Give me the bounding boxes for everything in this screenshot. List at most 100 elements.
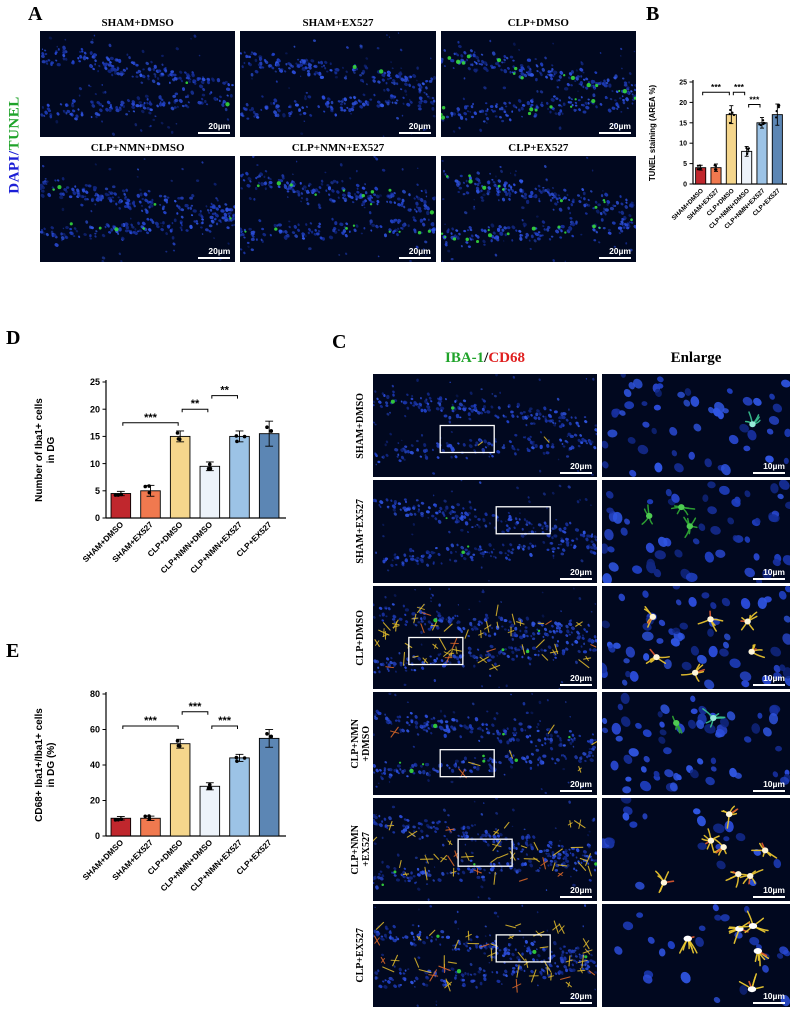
svg-text:0: 0 <box>95 513 100 523</box>
svg-text:Number of Iba1+ cells: Number of Iba1+ cells <box>34 398 45 502</box>
scale-text: 10µm <box>763 673 785 683</box>
scale-bar: 10µm <box>753 673 785 686</box>
panel-a-image-grid: SHAM+DMSO 20µm SHAM+EX527 20µm CLP+DMSO … <box>40 16 636 262</box>
scale-text: 20µm <box>208 121 231 131</box>
scale-bar: 20µm <box>560 461 592 474</box>
scale-text: 20µm <box>570 461 592 471</box>
svg-text:5: 5 <box>683 161 687 168</box>
svg-text:in DG: in DG <box>46 436 57 463</box>
panel-e-letter: E <box>6 640 20 662</box>
scale-bar: 20µm <box>560 991 592 1004</box>
svg-text:25: 25 <box>90 377 100 387</box>
cd68-label: CD68 <box>488 350 525 366</box>
image-title: CLP+NMN+EX527 <box>291 142 385 154</box>
panel-c-enlarge-header: Enlarge <box>670 350 722 366</box>
svg-text:60: 60 <box>90 725 100 735</box>
svg-text:TUNEL staining (AREA %): TUNEL staining (AREA %) <box>648 85 657 182</box>
dapi-label: DAPI <box>6 155 23 194</box>
svg-text:CLP+NMN+DMSO: CLP+NMN+DMSO <box>159 520 215 576</box>
svg-text:***: *** <box>144 412 158 424</box>
micrograph-dapi-tunel-sham-dmso: 20µm <box>40 31 236 137</box>
scale-text: 10µm <box>763 461 785 471</box>
panel-c-row: CLP+EX527 20µm 10µm <box>348 904 790 1007</box>
row-label: SHAM+DMSO <box>355 392 366 459</box>
micrograph-dapi-tunel-sham-ex527: 20µm <box>240 31 436 137</box>
svg-text:10: 10 <box>90 459 100 469</box>
scale-bar: 20µm <box>399 121 431 134</box>
scale-bar: 20µm <box>599 246 631 259</box>
row-label: CLP+NMN +DMSO <box>349 718 372 769</box>
panel-c-row: SHAM+DMSO 20µm 10µm <box>348 374 790 477</box>
svg-text:20: 20 <box>90 404 100 414</box>
svg-text:20: 20 <box>679 100 687 107</box>
svg-text:CLP+NMN+EX527: CLP+NMN+EX527 <box>189 520 245 576</box>
micrograph-iba1-cd68-clp-ex527: 20µm <box>373 904 597 1007</box>
scale-bar: 20µm <box>560 885 592 898</box>
panel-a-cell: SHAM+EX527 20µm <box>240 16 436 137</box>
tunel-label: TUNEL <box>6 96 23 151</box>
svg-text:***: *** <box>749 94 760 104</box>
panel-c-row: CLP+NMN +DMSO 20µm 10µm <box>348 692 790 795</box>
label-separator: / <box>6 150 23 156</box>
micrograph-iba1-cd68-clp-nmn-ex527: 20µm <box>373 798 597 901</box>
panel-c-letter: C <box>332 331 347 353</box>
micrograph-enlarged-clp-dmso: 10µm <box>602 586 790 689</box>
scale-bar: 20µm <box>560 673 592 686</box>
chart-cd68-iba1-percentage: 0 20 40 60 80 CD68+ Iba1+/Iba1+ cells in DG (%… <box>34 689 286 894</box>
panel-c-stain-header: IBA-1/CD68 <box>373 350 597 367</box>
scale-text: 20µm <box>570 885 592 895</box>
scale-text: 10µm <box>763 567 785 577</box>
scale-bar: 10µm <box>753 991 785 1004</box>
panel-c-row: SHAM+EX527 20µm 10µm <box>348 480 790 583</box>
scale-text: 20µm <box>208 246 231 256</box>
svg-text:5: 5 <box>95 486 100 496</box>
svg-text:15: 15 <box>90 432 100 442</box>
svg-text:**: ** <box>220 385 229 397</box>
scale-bar: 20µm <box>560 567 592 580</box>
micrograph-iba1-cd68-clp-dmso: 20µm <box>373 586 597 689</box>
micrograph-enlarged-sham-ex527: 10µm <box>602 480 790 583</box>
micrograph-iba1-cd68-clp-nmn-dmso: 20µm <box>373 692 597 795</box>
scale-text: 10µm <box>763 991 785 1001</box>
svg-text:CLP+NMN+DMSO: CLP+NMN+DMSO <box>159 838 215 894</box>
scale-bar: 10µm <box>753 885 785 898</box>
scale-text: 20µm <box>609 121 631 131</box>
scale-bar: 20µm <box>198 246 230 259</box>
micrograph-dapi-tunel-clp-ex527: 20µm <box>440 156 636 262</box>
svg-text:***: *** <box>734 82 745 92</box>
svg-text:***: *** <box>218 715 232 727</box>
svg-text:0: 0 <box>95 831 100 841</box>
panel-d-letter: D <box>6 327 21 349</box>
scale-text: 20µm <box>570 673 592 683</box>
scale-text: 20µm <box>570 779 592 789</box>
panel-a-cell: CLP+NMN+DMSO 20µm <box>40 141 236 262</box>
row-label: CLP+NMN +EX527 <box>349 824 372 875</box>
panel-c-row: CLP+DMSO 20µm 10µm <box>348 586 790 689</box>
panel-a-cell: SHAM+DMSO 20µm <box>40 16 236 137</box>
scale-bar: 20µm <box>399 246 431 259</box>
scale-text: 20µm <box>408 246 431 256</box>
svg-text:25: 25 <box>679 80 687 87</box>
label-separator: / <box>484 350 489 366</box>
scale-text: 10µm <box>763 885 785 895</box>
svg-text:15: 15 <box>679 120 687 127</box>
scale-bar: 10µm <box>753 461 785 474</box>
svg-text:***: *** <box>711 82 722 92</box>
micrograph-enlarged-clp-nmn-dmso: 10µm <box>602 692 790 795</box>
panel-a-cell: CLP+NMN+EX527 20µm <box>240 141 436 262</box>
image-title: CLP+DMSO <box>507 17 569 29</box>
svg-text:CLP+NMN+EX527: CLP+NMN+EX527 <box>189 838 245 894</box>
row-label: CLP+EX527 <box>355 928 366 983</box>
image-title: SHAM+EX527 <box>302 17 374 29</box>
panel-a-letter: A <box>28 3 43 25</box>
scale-bar: 20µm <box>560 779 592 792</box>
scale-text: 10µm <box>763 779 785 789</box>
iba1-label: IBA-1 <box>444 350 485 366</box>
scale-bar: 10µm <box>753 779 785 792</box>
image-title: CLP+NMN+DMSO <box>90 142 185 154</box>
svg-text:CD68+ Iba1+/Iba1+ cells: CD68+ Iba1+/Iba1+ cells <box>34 708 45 822</box>
row-label: SHAM+EX527 <box>355 499 366 564</box>
